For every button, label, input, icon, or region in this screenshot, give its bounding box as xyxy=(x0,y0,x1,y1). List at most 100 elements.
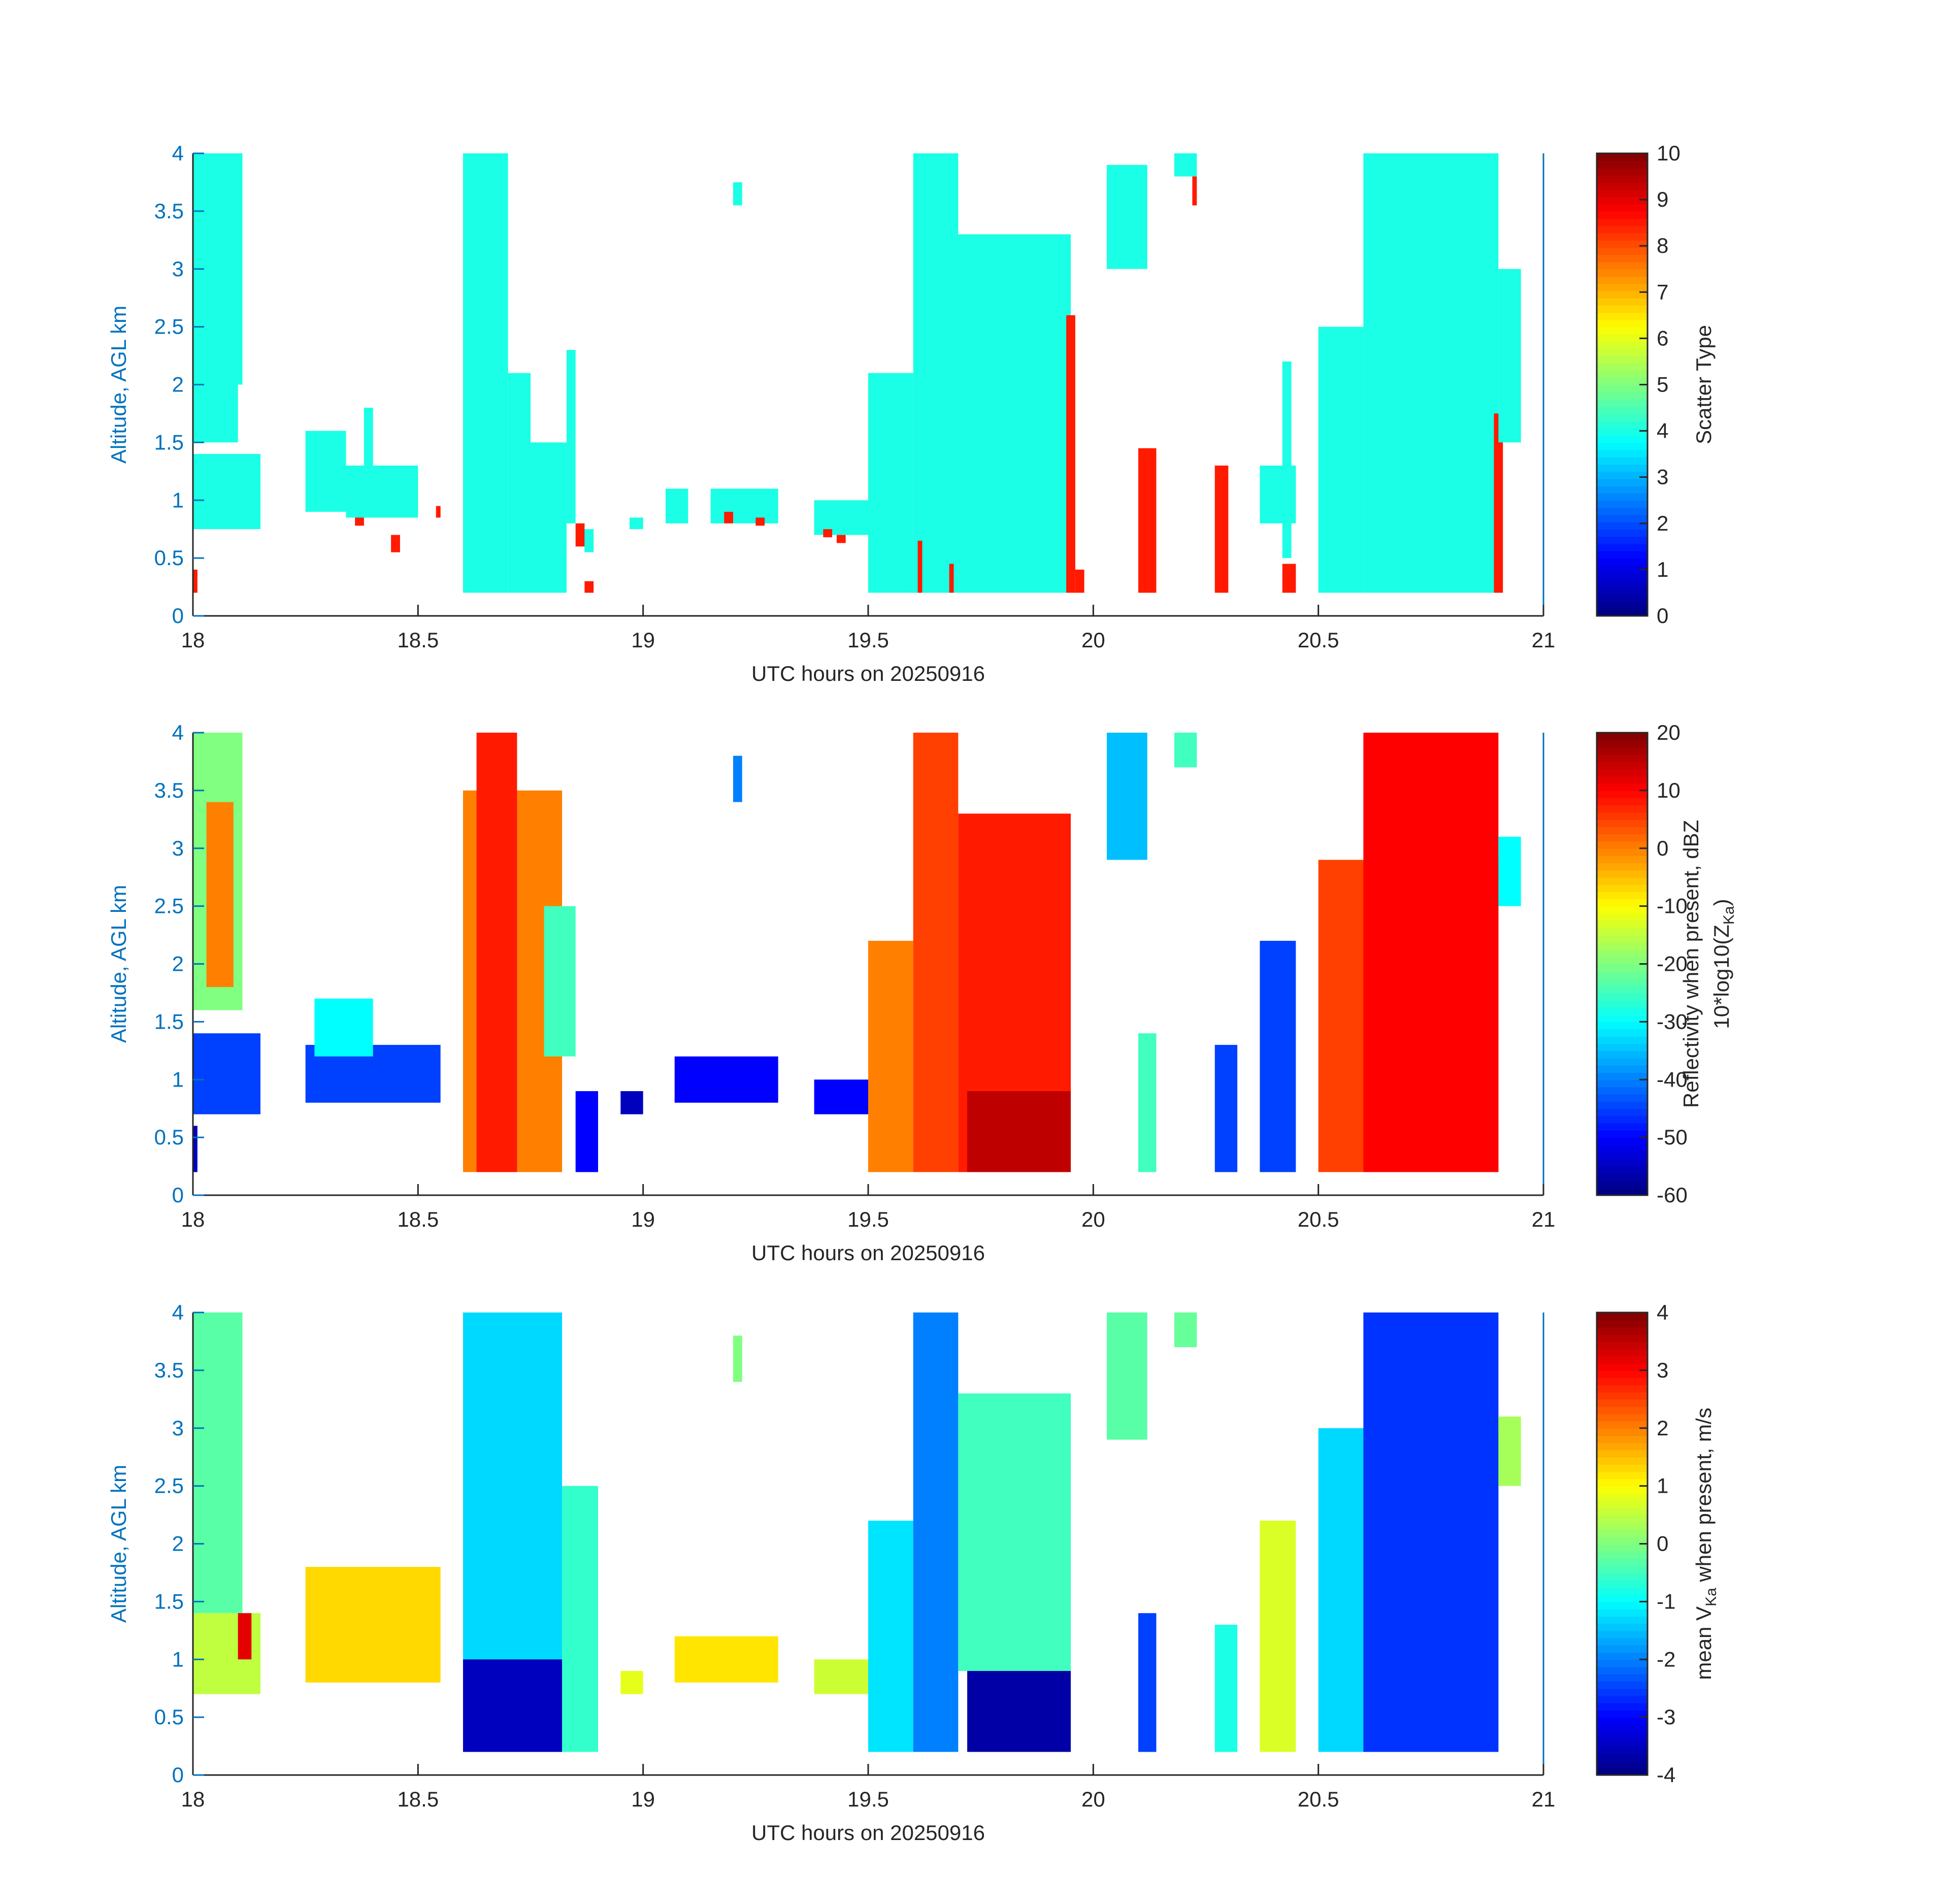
y-tick-label: 4 xyxy=(172,1300,184,1324)
y-tick-label: 3.5 xyxy=(154,778,184,802)
colorbar-swatch xyxy=(1597,493,1648,501)
colorbar-swatch xyxy=(1597,776,1648,784)
colorbar-swatch xyxy=(1597,834,1648,842)
colorbar-tick-label: 9 xyxy=(1657,187,1668,211)
colorbar-swatch xyxy=(1597,290,1648,299)
heatmap-cell xyxy=(710,488,778,523)
x-tick-label: 21 xyxy=(1532,1207,1556,1231)
heatmap-cell xyxy=(814,500,868,535)
colorbar-tick-label: 0 xyxy=(1657,1532,1668,1556)
colorbar-swatch xyxy=(1597,558,1648,566)
colorbar-swatch xyxy=(1597,747,1648,755)
colorbar-swatch xyxy=(1597,877,1648,885)
colorbar-swatch xyxy=(1597,204,1648,212)
heatmap-cell xyxy=(1066,315,1075,593)
colorbar-tick-label: 3 xyxy=(1657,465,1668,489)
colorbar-swatch xyxy=(1597,543,1648,551)
colorbar-tick-label: 8 xyxy=(1657,234,1668,257)
colorbar-swatch xyxy=(1597,892,1648,900)
colorbar-swatch xyxy=(1597,1702,1648,1711)
heatmap-cell xyxy=(917,540,923,593)
colorbar-swatch xyxy=(1597,1710,1648,1718)
colorbar-swatch xyxy=(1597,276,1648,284)
colorbar-swatch xyxy=(1597,1630,1648,1638)
heatmap-cell xyxy=(346,465,418,518)
heatmap-cell xyxy=(1363,733,1499,1172)
colorbar-swatch xyxy=(1597,1428,1648,1436)
heatmap-cell xyxy=(674,1056,778,1103)
colorbar-swatch xyxy=(1597,500,1648,508)
colorbar-swatch xyxy=(1597,391,1648,400)
heatmap-cell xyxy=(508,373,531,593)
colorbar-swatch xyxy=(1597,1544,1648,1552)
y-tick-label: 4 xyxy=(172,720,184,744)
y-tick-label: 0 xyxy=(172,604,184,628)
x-tick-label: 18.5 xyxy=(397,628,439,652)
colorbar-swatch xyxy=(1597,464,1648,472)
colorbar-tick-label: 0 xyxy=(1657,836,1668,860)
colorbar-swatch xyxy=(1597,1659,1648,1667)
colorbar-swatch xyxy=(1597,827,1648,835)
colorbar-tick-label: 2 xyxy=(1657,511,1668,535)
colorbar-swatch xyxy=(1597,1392,1648,1400)
colorbar-swatch xyxy=(1597,341,1648,349)
panel-reflectivity: 18 18.5 19 19.5 20 20.5 21 0 0.5 1 1.5 2 2.5 3 3.5 4 UTC… xyxy=(107,720,1737,1265)
colorbar-swatch xyxy=(1597,334,1648,342)
heatmap-cell xyxy=(355,517,364,526)
colorbar-swatch xyxy=(1597,182,1648,190)
colorbar-swatch xyxy=(1597,160,1648,169)
colorbar-swatch xyxy=(1597,971,1648,979)
colorbar-swatch xyxy=(1597,240,1648,248)
colorbar-swatch xyxy=(1597,594,1648,602)
y-tick-label: 1.5 xyxy=(154,1009,184,1033)
colorbar-tick-label: 6 xyxy=(1657,326,1668,350)
y-tick-label: 4 xyxy=(172,141,184,165)
colorbar-tick-label: 4 xyxy=(1657,1300,1668,1324)
x-tick-label: 20 xyxy=(1081,1207,1105,1231)
colorbar-swatch xyxy=(1597,1551,1648,1559)
colorbar-swatch xyxy=(1597,384,1648,392)
colorbar-swatch xyxy=(1597,733,1648,741)
colorbar-swatch xyxy=(1597,841,1648,849)
colorbar-swatch xyxy=(1597,514,1648,522)
x-tick-label: 20 xyxy=(1081,628,1105,652)
heatmap-cell xyxy=(1106,1312,1147,1440)
colorbar-swatch xyxy=(1597,601,1648,609)
colorbar-swatch xyxy=(1597,740,1648,748)
heatmap-cell xyxy=(666,488,688,523)
heatmap-cell xyxy=(476,733,517,1172)
heatmap-cell xyxy=(1282,564,1296,593)
heatmap-cell xyxy=(206,802,234,988)
colorbar-label: Scatter Type xyxy=(1692,325,1716,444)
colorbar-tick-label: -3 xyxy=(1657,1705,1675,1729)
heatmap-cell xyxy=(1174,733,1197,768)
colorbar-tick-label: 10 xyxy=(1657,141,1681,165)
colorbar-swatch xyxy=(1597,507,1648,515)
y-tick-label: 0.5 xyxy=(154,1125,184,1149)
x-tick-label: 19.5 xyxy=(847,1787,889,1811)
y-tick-label: 0.5 xyxy=(154,546,184,570)
heatmap-cell xyxy=(733,756,742,802)
colorbar-swatch xyxy=(1597,399,1648,407)
y-tick-label: 3 xyxy=(172,836,184,860)
colorbar-swatch xyxy=(1597,608,1648,616)
heatmap-cell xyxy=(1363,153,1499,593)
colorbar-tick-label: 10 xyxy=(1657,778,1681,802)
colorbar-tick-label: 20 xyxy=(1657,720,1681,744)
colorbar-swatch xyxy=(1597,1753,1648,1761)
colorbar-swatch xyxy=(1597,1673,1648,1682)
colorbar-swatch xyxy=(1597,1486,1648,1494)
colorbar-swatch xyxy=(1597,435,1648,443)
heatmap-cell xyxy=(1174,153,1197,177)
colorbar-swatch xyxy=(1597,870,1648,878)
colorbar-swatch xyxy=(1597,319,1648,327)
colorbar-swatch xyxy=(1597,1370,1648,1378)
colorbar-swatch xyxy=(1597,1014,1648,1023)
y-tick-label: 2.5 xyxy=(154,894,184,918)
y-tick-label: 1 xyxy=(172,1647,184,1671)
colorbar-swatch xyxy=(1597,377,1648,385)
colorbar-swatch xyxy=(1597,798,1648,806)
colorbar: -60 -50 -40 -30 -20 -10 0 10 20 Reflectivity when… xyxy=(1596,720,1737,1207)
heatmap-cell xyxy=(575,1091,598,1172)
colorbar-swatch xyxy=(1597,1087,1648,1095)
